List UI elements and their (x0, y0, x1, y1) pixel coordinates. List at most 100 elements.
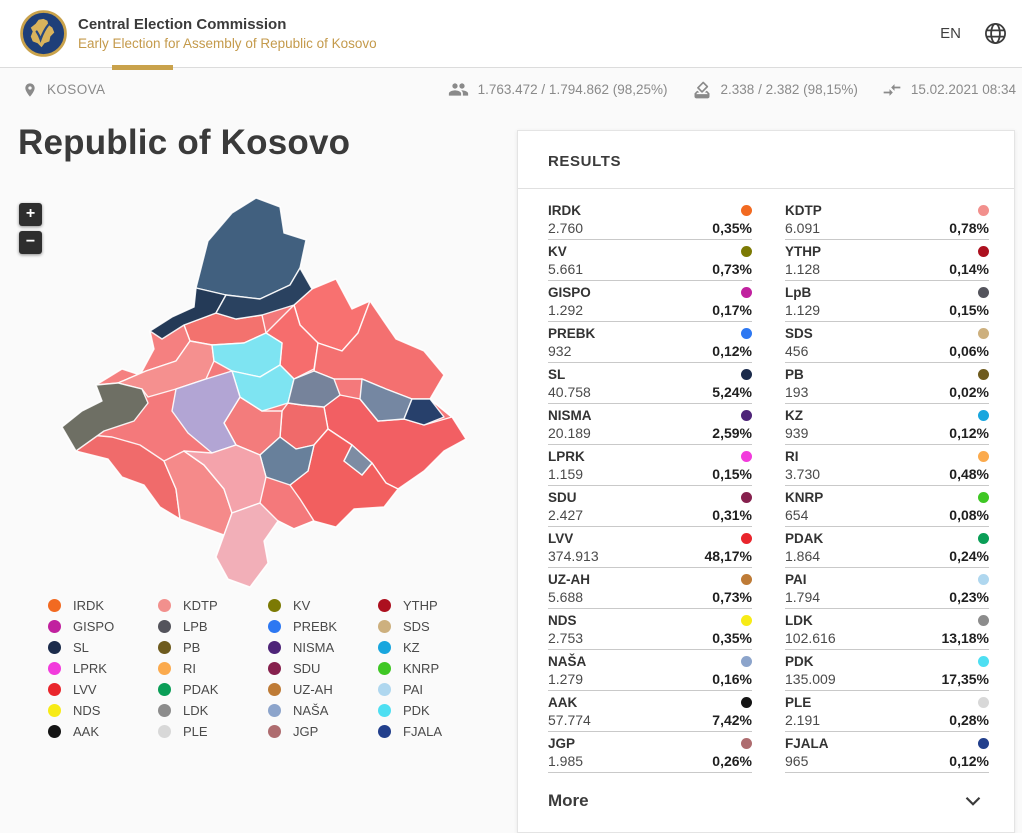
location-pin-icon (25, 82, 35, 97)
party-name: PLE (785, 695, 812, 710)
result-entry-PREBK: PREBK 932 0,12% (548, 322, 752, 363)
kosovo-choropleth-map[interactable] (56, 193, 488, 593)
legend-label: NISMA (293, 640, 335, 655)
legend-item-LPRK: LPRK (48, 661, 158, 676)
legend-color-dot (378, 662, 391, 675)
legend-item-LPB: LPB (158, 619, 268, 634)
legend-item-YTHP: YTHP (378, 598, 488, 613)
party-color-dot (741, 533, 752, 544)
legend-label: AAK (73, 724, 100, 739)
legend-label: LPRK (73, 661, 107, 676)
party-color-dot (741, 246, 752, 257)
legend-item-IRDK: IRDK (48, 598, 158, 613)
legend-label: SL (73, 640, 89, 655)
result-entry-KZ: KZ 939 0,12% (785, 404, 989, 445)
result-entry-AAK: AAK 57.774 7,42% (548, 691, 752, 732)
municipality-r15[interactable] (215, 267, 313, 320)
result-entry-NISMA: NISMA 20.189 2,59% (548, 404, 752, 445)
party-votes: 2.427 (548, 507, 584, 523)
party-votes: 40.758 (548, 384, 591, 400)
party-votes: 939 (785, 425, 809, 441)
municipality-r7[interactable] (289, 428, 399, 528)
polling-stations-value: 2.338 / 2.382 (98,15%) (720, 82, 858, 97)
result-entry-PDK: PDK 135.009 17,35% (785, 650, 989, 691)
legend-item-SL: SL (48, 640, 158, 655)
municipality-r23[interactable] (343, 444, 373, 476)
result-entry-IRDK: IRDK 2.760 0,35% (548, 199, 752, 240)
more-button[interactable]: More (518, 773, 1014, 832)
legend-color-dot (48, 704, 61, 717)
legend-item-LVV: LVV (48, 682, 158, 697)
party-name: PREBK (548, 326, 596, 341)
legend-item-GISPO: GISPO (48, 619, 158, 634)
party-name: GISPO (548, 285, 591, 300)
party-name: NDS (548, 613, 577, 628)
party-votes: 102.616 (785, 630, 836, 646)
municipality-r19[interactable] (61, 382, 149, 452)
zoom-in-button[interactable]: + (19, 203, 42, 226)
result-entry-LPRK: LPRK 1.159 0,15% (548, 445, 752, 486)
legend-color-dot (48, 725, 61, 738)
location-breadcrumb[interactable]: KOSOVA (22, 82, 105, 98)
party-color-dot (978, 205, 989, 216)
map-container: + − (19, 193, 488, 593)
result-entry-LDK: LDK 102.616 13,18% (785, 609, 989, 650)
result-entry-LpB: LpB 1.129 0,15% (785, 281, 989, 322)
party-percent: 13,18% (941, 630, 989, 646)
result-entry-NAŠA: NAŠA 1.279 0,16% (548, 650, 752, 691)
party-color-dot (741, 574, 752, 585)
party-votes: 965 (785, 753, 809, 769)
municipality-r20[interactable] (287, 370, 341, 408)
app-header: Central Election Commission Early Electi… (0, 0, 1022, 70)
legend-color-dot (158, 662, 171, 675)
legend-color-dot (268, 704, 281, 717)
legend-color-dot (268, 725, 281, 738)
municipality-r18[interactable] (171, 370, 241, 454)
result-entry-FJALA: FJALA 965 0,12% (785, 732, 989, 773)
party-percent: 0,78% (949, 220, 989, 236)
party-votes: 456 (785, 343, 809, 359)
result-entry-SDU: SDU 2.427 0,31% (548, 486, 752, 527)
legend-color-dot (158, 704, 171, 717)
municipality-r4[interactable] (313, 300, 445, 400)
municipality-r26[interactable] (215, 502, 279, 588)
zoom-out-button[interactable]: − (19, 231, 42, 254)
legend-label: PDK (403, 703, 430, 718)
app-title: Central Election Commission (78, 16, 287, 33)
legend-label: YTHP (403, 598, 438, 613)
cec-logo-icon (20, 10, 67, 57)
result-entry-UZ-AH: UZ-AH 5.688 0,73% (548, 568, 752, 609)
municipality-r22[interactable] (403, 398, 445, 426)
party-name: PB (785, 367, 804, 382)
map-regions (61, 197, 467, 588)
legend-color-dot (48, 683, 61, 696)
municipality-r25[interactable] (183, 444, 267, 514)
legend-item-KDTP: KDTP (158, 598, 268, 613)
party-color-dot (741, 615, 752, 626)
main-content: Republic of Kosovo + − IRDK KDTP KV YTHP GIS… (0, 111, 1022, 833)
status-bar: KOSOVA 1.763.472 / 1.794.862 (98,25%) 2.… (0, 68, 1022, 111)
party-name: PDAK (785, 531, 824, 546)
party-color-dot (741, 738, 752, 749)
party-color-dot (978, 533, 989, 544)
active-tab-indicator (112, 65, 173, 70)
municipality-r13[interactable] (195, 197, 307, 300)
legend-color-dot (158, 599, 171, 612)
party-percent: 0,02% (949, 384, 989, 400)
party-name: SL (548, 367, 566, 382)
legend-color-dot (48, 599, 61, 612)
header-titles: Central Election Commission Early Electi… (78, 16, 377, 51)
legend-color-dot (48, 641, 61, 654)
party-name: LPRK (548, 449, 585, 464)
chevron-down-icon (965, 796, 981, 806)
legend-label: NAŠA (293, 703, 329, 718)
globe-icon[interactable] (983, 21, 1008, 46)
language-selector[interactable]: EN (940, 25, 961, 42)
party-percent: 0,14% (949, 261, 989, 277)
party-name: YTHP (785, 244, 822, 259)
legend-label: SDU (293, 661, 321, 676)
party-percent: 0,15% (712, 466, 752, 482)
result-entry-KDTP: KDTP 6.091 0,78% (785, 199, 989, 240)
legend-label: GISPO (73, 619, 115, 634)
legend-item-PAI: PAI (378, 682, 488, 697)
